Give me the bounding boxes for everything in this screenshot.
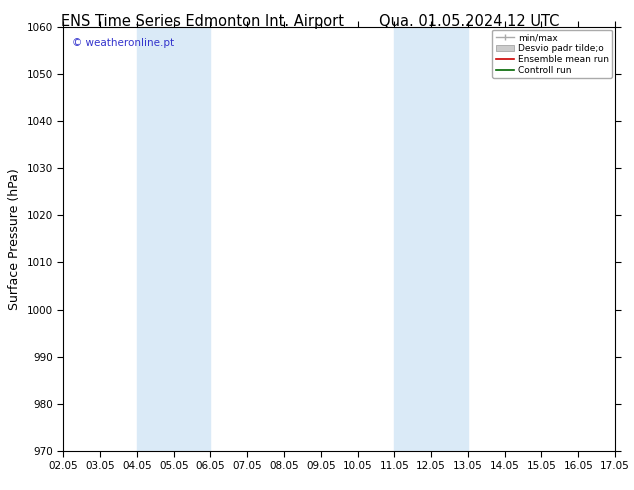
Y-axis label: Surface Pressure (hPa): Surface Pressure (hPa): [8, 168, 21, 310]
Text: Qua. 01.05.2024 12 UTC: Qua. 01.05.2024 12 UTC: [379, 14, 559, 29]
Text: ENS Time Series Edmonton Int. Airport: ENS Time Series Edmonton Int. Airport: [61, 14, 344, 29]
Text: © weatheronline.pt: © weatheronline.pt: [72, 38, 174, 48]
Legend: min/max, Desvio padr tilde;o, Ensemble mean run, Controll run: min/max, Desvio padr tilde;o, Ensemble m…: [493, 30, 612, 78]
Bar: [137, 27, 210, 451]
Bar: [394, 27, 468, 451]
